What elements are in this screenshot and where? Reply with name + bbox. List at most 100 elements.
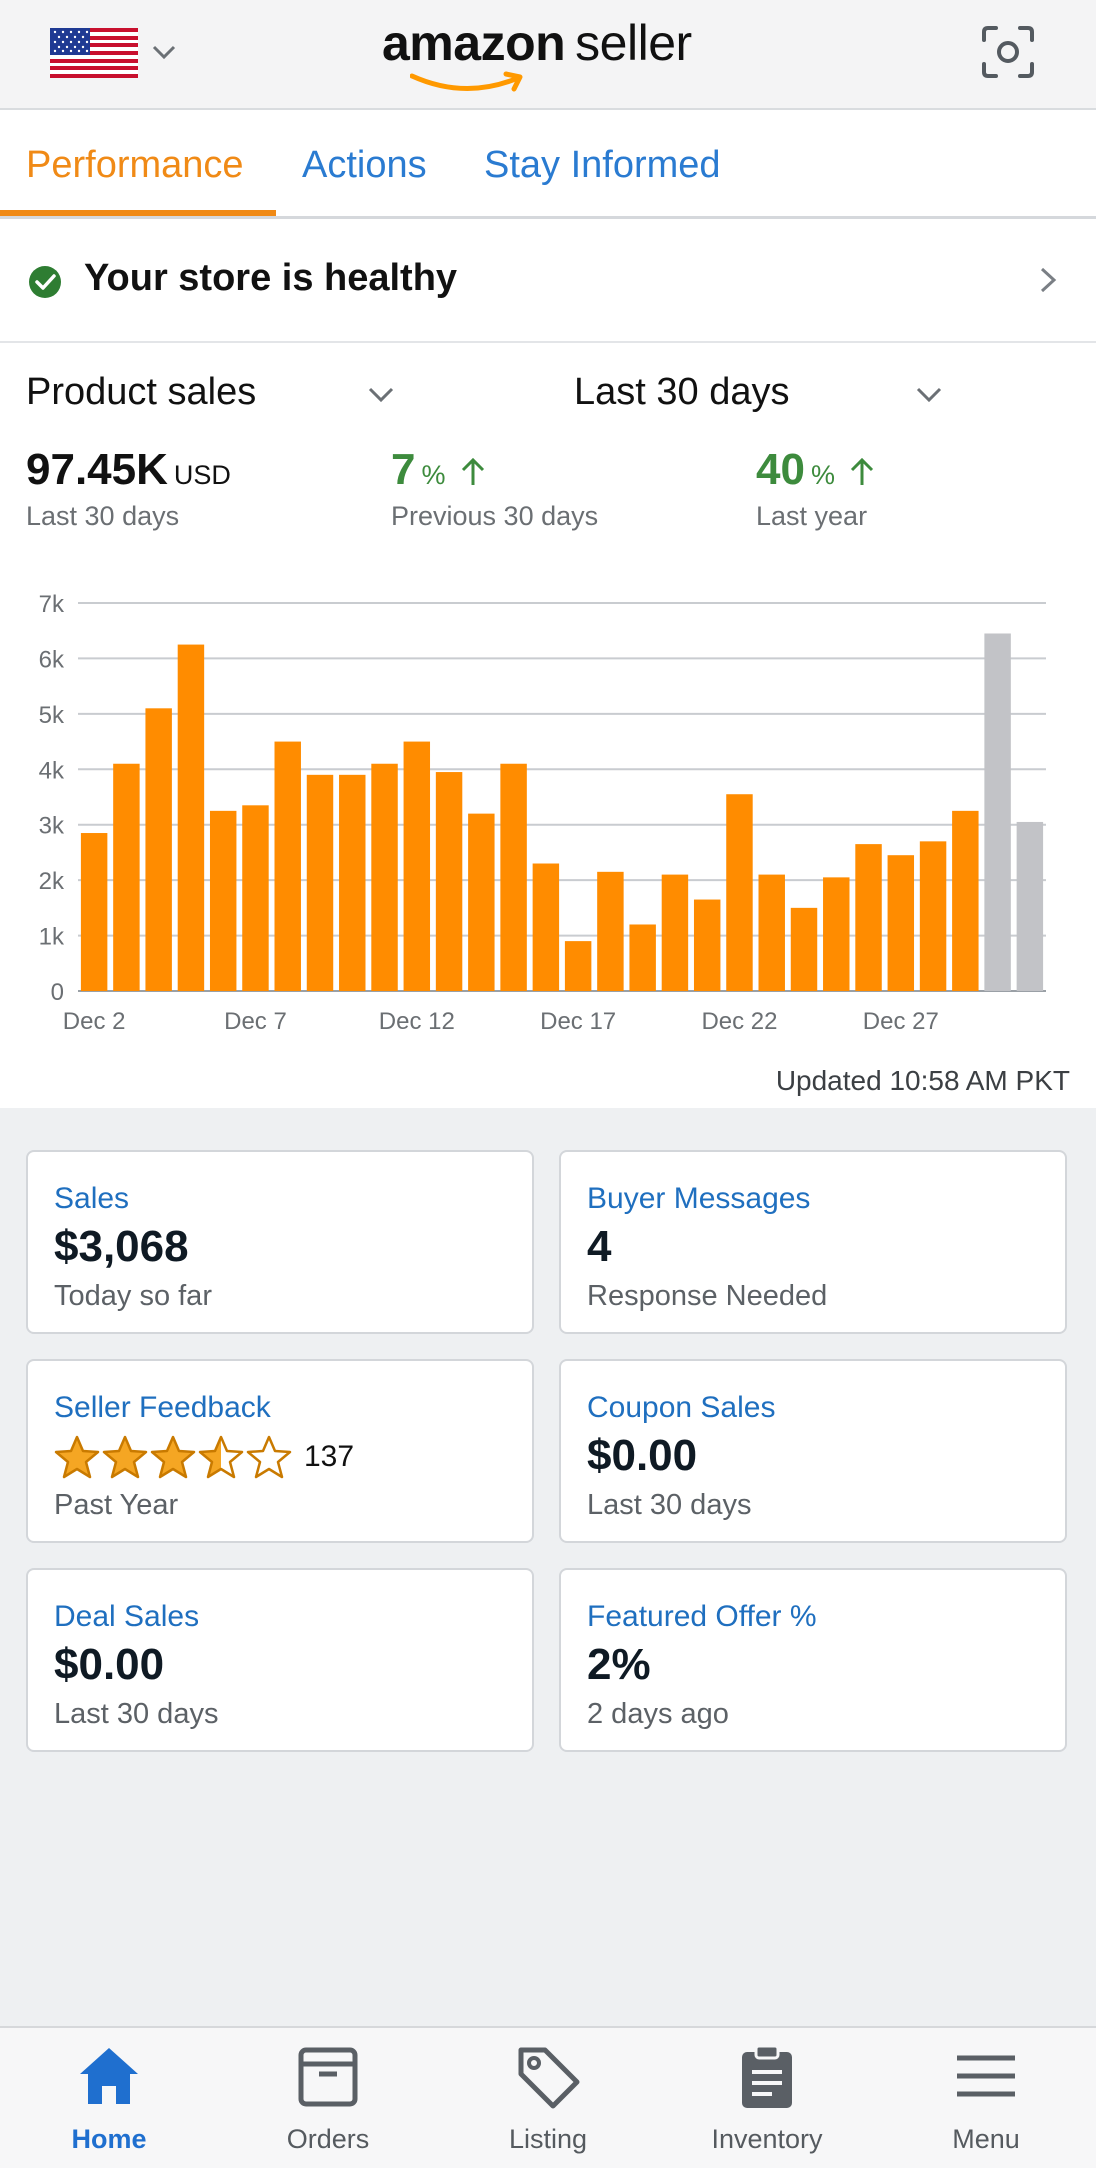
chart-bar[interactable]	[468, 813, 495, 991]
vs-previous-unit: %	[421, 460, 446, 490]
vs-previous-label: Previous 30 days	[391, 501, 599, 531]
chart-bar[interactable]	[855, 844, 882, 991]
product-sales-bar-chart: 0 1k 2k 3k 4k 5k 6k 7k Dec 2 Dec 7 Dec 12 Dec 17 Dec…	[39, 591, 1046, 1035]
vs-previous-number: 7	[391, 445, 416, 494]
card-title: Featured Offer %	[587, 1600, 817, 1633]
star-full-icon	[54, 1435, 100, 1479]
nav-orders[interactable]: Orders	[248, 2042, 408, 2162]
nav-label: Listing	[508, 2124, 588, 2154]
chart-bar-today[interactable]	[1016, 821, 1044, 991]
logo-light-text: seller	[575, 15, 692, 71]
check-circle-icon	[29, 266, 61, 298]
y-tick-label: 4k	[39, 757, 65, 784]
chart-bar[interactable]	[306, 774, 334, 991]
chart-bar[interactable]	[371, 763, 398, 991]
card-subtitle: Last 30 days	[587, 1489, 752, 1521]
metric-selector[interactable]: Product sales	[26, 371, 257, 413]
chevron-down-icon[interactable]	[914, 383, 944, 407]
card-subtitle: Last 30 days	[54, 1698, 219, 1730]
star-half-icon	[198, 1435, 244, 1479]
chart-bar[interactable]	[403, 741, 431, 991]
chart-bar[interactable]	[177, 644, 205, 991]
bottom-navigation: Home Orders Listing Inventory	[0, 2026, 1096, 2168]
chevron-right-icon	[1040, 267, 1057, 293]
chart-bar[interactable]	[532, 863, 560, 991]
chevron-down-icon[interactable]	[366, 383, 396, 407]
chart-bar-today[interactable]	[984, 633, 1011, 991]
chart-bar[interactable]	[209, 810, 237, 991]
chart-bar[interactable]	[629, 924, 656, 991]
deal-sales-card[interactable]: Deal Sales $0.00 Last 30 days	[26, 1568, 534, 1752]
x-tick-label: Dec 7	[224, 1008, 287, 1035]
logo-bold-text: amazon	[382, 15, 566, 71]
chart-bar[interactable]	[693, 899, 721, 991]
card-subtitle: Today so far	[54, 1280, 212, 1312]
star-full-icon	[102, 1435, 148, 1479]
card-value: 2%	[587, 1640, 651, 1689]
coupon-sales-card[interactable]: Coupon Sales $0.00 Last 30 days	[559, 1359, 1067, 1543]
chart-bar[interactable]	[435, 772, 463, 991]
nav-inventory[interactable]: Inventory	[687, 2042, 847, 2162]
chart-bar[interactable]	[726, 794, 753, 991]
card-value: $0.00	[54, 1640, 165, 1689]
sales-chart-panel: Product sales Last 30 days 97.45K USD Las…	[0, 343, 1096, 1108]
chart-bar[interactable]	[952, 810, 979, 991]
tab-bar: Performance Actions Stay Informed	[0, 110, 1096, 219]
vs-year-value: 40%	[756, 445, 875, 495]
card-subtitle: 2 days ago	[587, 1698, 729, 1730]
menu-icon	[957, 2055, 1015, 2097]
chart-bar[interactable]	[758, 874, 785, 991]
x-tick-label: Dec 12	[379, 1008, 455, 1035]
clipboard-icon	[742, 2044, 792, 2108]
chart-bar[interactable]	[661, 874, 689, 991]
chart-bar[interactable]	[242, 805, 269, 991]
chart-bar[interactable]	[274, 741, 301, 991]
chart-bar[interactable]	[339, 774, 366, 991]
y-tick-label: 6k	[39, 646, 65, 673]
us-flag-icon[interactable]	[50, 28, 138, 78]
tab-actions[interactable]: Actions	[302, 144, 427, 186]
chart-bar[interactable]	[919, 841, 947, 991]
date-range-selector[interactable]: Last 30 days	[574, 371, 790, 413]
chevron-down-icon[interactable]	[150, 38, 178, 66]
rating-count: 137	[304, 1440, 355, 1473]
store-health-row[interactable]: Your store is healthy	[0, 219, 1096, 343]
buyer-messages-card[interactable]: Buyer Messages 4 Response Needed	[559, 1150, 1067, 1334]
app-header: amazon seller	[0, 0, 1096, 110]
featured-offer-card[interactable]: Featured Offer % 2% 2 days ago	[559, 1568, 1067, 1752]
card-title: Buyer Messages	[587, 1182, 811, 1215]
nav-listing[interactable]: Listing	[468, 2042, 628, 2162]
tab-stay-informed[interactable]: Stay Informed	[484, 144, 721, 186]
amazon-smile-icon	[410, 71, 523, 92]
scan-icon[interactable]	[980, 24, 1036, 80]
chart-bar[interactable]	[564, 941, 592, 991]
x-tick-label: Dec 22	[701, 1008, 777, 1035]
seller-feedback-card[interactable]: Seller Feedback 137 Past Year	[26, 1359, 534, 1543]
total-sales-value: 97.45K USD	[26, 445, 231, 495]
chart-bar[interactable]	[823, 877, 850, 991]
x-tick-label: Dec 2	[63, 1008, 126, 1035]
vs-year-label: Last year	[756, 501, 868, 531]
chart-bar[interactable]	[500, 763, 527, 991]
card-subtitle: Past Year	[54, 1489, 179, 1521]
chart-bar[interactable]	[80, 833, 108, 991]
nav-home[interactable]: Home	[29, 2042, 189, 2162]
chart-bar[interactable]	[113, 763, 140, 991]
tab-performance[interactable]: Performance	[26, 144, 244, 186]
active-tab-indicator	[0, 210, 276, 216]
amazon-seller-logo: amazon seller	[382, 14, 714, 94]
total-sales-number: 97.45K	[26, 445, 168, 494]
chart-bar[interactable]	[597, 871, 624, 991]
sales-card[interactable]: Sales $3,068 Today so far	[26, 1150, 534, 1334]
nav-menu[interactable]: Menu	[906, 2042, 1066, 2162]
card-title: Deal Sales	[54, 1600, 200, 1633]
y-tick-label: 1k	[39, 924, 65, 951]
chart-bar[interactable]	[887, 855, 915, 991]
tag-icon	[518, 2047, 580, 2109]
arrow-up-icon	[851, 458, 874, 486]
card-title: Coupon Sales	[587, 1391, 776, 1424]
x-tick-label: Dec 17	[540, 1008, 616, 1035]
star-full-icon	[150, 1435, 196, 1479]
chart-bar[interactable]	[790, 907, 818, 991]
chart-bar[interactable]	[145, 708, 172, 991]
